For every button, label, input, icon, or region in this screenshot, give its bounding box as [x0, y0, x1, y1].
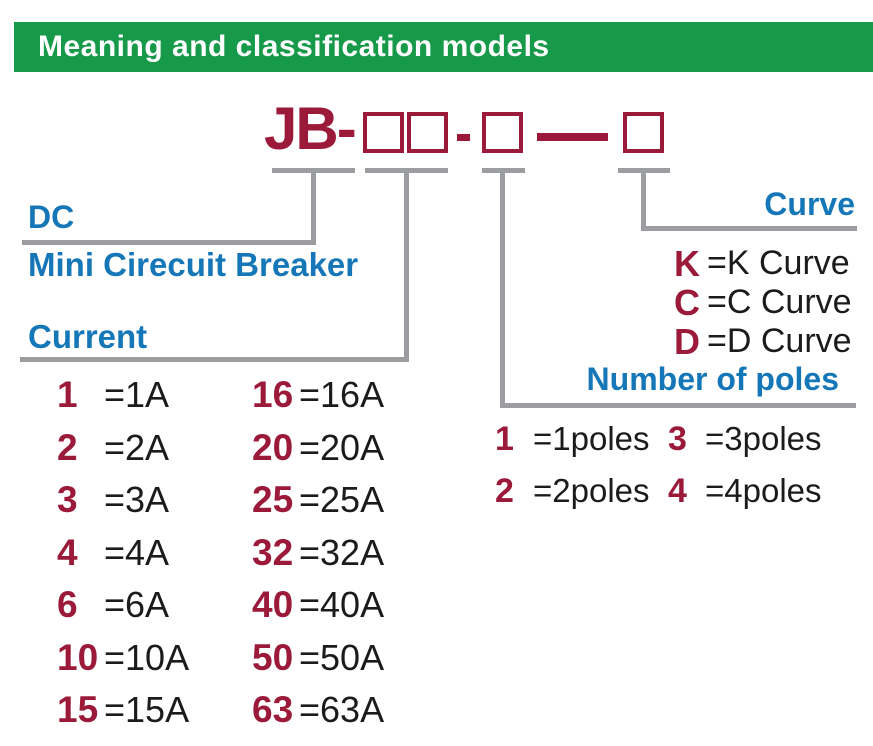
model-code-box-current-2 — [407, 112, 448, 153]
leader-line-poles — [500, 403, 856, 408]
model-prefix: JB- — [264, 95, 357, 162]
current-row: 10 =10A 50 =50A — [57, 632, 417, 685]
current-meaning: =25A — [299, 479, 385, 521]
poles-meaning: =2poles — [533, 472, 650, 509]
current-code: 32 — [252, 531, 294, 573]
poles-code: 2 — [495, 471, 514, 510]
current-meaning: =2A — [104, 426, 170, 468]
label-dc: DC — [28, 199, 75, 235]
current-meaning: =63A — [299, 689, 385, 731]
curve-options-list: K =K Curve C =C Curve D =D Curve — [640, 242, 852, 362]
model-code-short-dash — [457, 134, 470, 141]
current-code: 16 — [252, 374, 294, 416]
curve-code: K — [674, 242, 700, 284]
curve-meaning: =K Curve — [707, 244, 850, 282]
current-row: 2 =2A 20 =20A — [57, 422, 417, 475]
current-meaning: =20A — [299, 426, 385, 468]
label-current: Current — [28, 318, 148, 355]
current-meaning: =3A — [104, 479, 170, 521]
current-meaning: =4A — [104, 531, 170, 573]
curve-code: C — [674, 281, 700, 323]
current-code: 25 — [252, 479, 294, 521]
curve-row: K =K Curve — [640, 242, 852, 284]
connector-stem-prefix — [311, 168, 316, 245]
current-meaning: =10A — [104, 636, 190, 678]
current-code: 63 — [252, 689, 294, 731]
current-code: 1 — [57, 374, 78, 416]
leader-line-current — [20, 357, 409, 362]
poles-row: 2 =2poles 4 =4poles — [495, 465, 855, 517]
current-code: 4 — [57, 531, 78, 573]
current-row: 3 =3A 25 =25A — [57, 474, 417, 527]
leader-line-dc — [22, 240, 316, 245]
section-header-bar: Meaning and classification models — [14, 22, 873, 72]
label-number-of-poles: Number of poles — [586, 361, 839, 397]
connector-stem-current — [404, 168, 409, 362]
poles-meaning: =4poles — [705, 472, 822, 509]
poles-meaning: =1poles — [533, 420, 650, 457]
poles-code: 1 — [495, 419, 514, 458]
curve-meaning: =D Curve — [707, 322, 852, 360]
current-code: 20 — [252, 426, 294, 468]
leader-line-curve — [641, 226, 857, 231]
current-code: 10 — [57, 636, 99, 678]
current-row: 6 =6A 40 =40A — [57, 579, 417, 632]
curve-meaning: =C Curve — [707, 283, 852, 321]
page-title: Meaning and classification models — [38, 30, 550, 63]
current-ratings-table: 1 =1A 16 =16A 2 =2A 20 =20A 3 =3A 25 =25… — [57, 369, 417, 737]
current-code: 6 — [57, 584, 78, 626]
current-row: 4 =4A 32 =32A — [57, 527, 417, 580]
curve-code: D — [674, 320, 700, 362]
poles-code: 3 — [668, 419, 687, 458]
current-meaning: =1A — [104, 374, 170, 416]
poles-meaning: =3poles — [705, 420, 822, 457]
connector-stem-curve — [641, 168, 646, 231]
curve-row: D =D Curve — [640, 320, 852, 362]
label-product-name: Mini Cirecuit Breaker — [28, 246, 359, 283]
current-meaning: =32A — [299, 531, 385, 573]
current-meaning: =16A — [299, 374, 385, 416]
model-code-box-current-1 — [363, 112, 404, 153]
poles-code: 4 — [668, 471, 687, 510]
current-meaning: =40A — [299, 584, 385, 626]
poles-row: 1 =1poles 3 =3poles — [495, 413, 855, 465]
current-code: 2 — [57, 426, 78, 468]
current-meaning: =6A — [104, 584, 170, 626]
current-code: 3 — [57, 479, 78, 521]
current-code: 50 — [252, 636, 294, 678]
connector-stem-poles — [500, 168, 505, 408]
current-meaning: =15A — [104, 689, 190, 731]
current-row: 1 =1A 16 =16A — [57, 369, 417, 422]
current-meaning: =50A — [299, 636, 385, 678]
current-code: 15 — [57, 689, 99, 731]
label-curve: Curve — [764, 186, 855, 222]
current-row: 15 =15A 63 =63A — [57, 684, 417, 737]
poles-table: 1 =1poles 3 =3poles 2 =2poles 4 =4poles — [495, 413, 855, 517]
model-code-box-poles — [482, 112, 523, 153]
model-code-box-curve — [623, 112, 664, 153]
current-code: 40 — [252, 584, 294, 626]
curve-row: C =C Curve — [640, 281, 852, 323]
model-code-long-dash — [537, 133, 608, 141]
